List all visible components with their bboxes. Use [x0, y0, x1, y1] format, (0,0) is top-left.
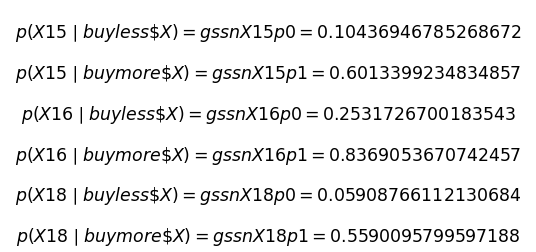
- Text: $\mathit{p}(X15\mid \mathit{buyless}\$X) = \mathit{gssn}X15\mathit{p}0 = 0.10436: $\mathit{p}(X15\mid \mathit{buyless}\$X)…: [14, 22, 522, 44]
- Text: $\mathit{p}(X18\mid \mathit{buyless}\$X) = \mathit{gssn}X18\mathit{p}0 = 0.05908: $\mathit{p}(X18\mid \mathit{buyless}\$X)…: [15, 185, 521, 207]
- Text: $\mathit{p}(X15\mid \mathit{buymore}\$X) = \mathit{gssn}X15\mathit{p}1 = 0.60133: $\mathit{p}(X15\mid \mathit{buymore}\$X)…: [15, 63, 521, 85]
- Text: $\mathit{p}(X16\mid \mathit{buymore}\$X) = \mathit{gssn}X16\mathit{p}1 = 0.83690: $\mathit{p}(X16\mid \mathit{buymore}\$X)…: [15, 144, 521, 166]
- Text: $\mathit{p}(X16\mid \mathit{buyless}\$X) = \mathit{gssn}X16\mathit{p}0 = 0.25317: $\mathit{p}(X16\mid \mathit{buyless}\$X)…: [20, 104, 516, 125]
- Text: $\mathit{p}(X18\mid \mathit{buymore}\$X) = \mathit{gssn}X18\mathit{p}1 = 0.55900: $\mathit{p}(X18\mid \mathit{buymore}\$X)…: [16, 225, 520, 247]
